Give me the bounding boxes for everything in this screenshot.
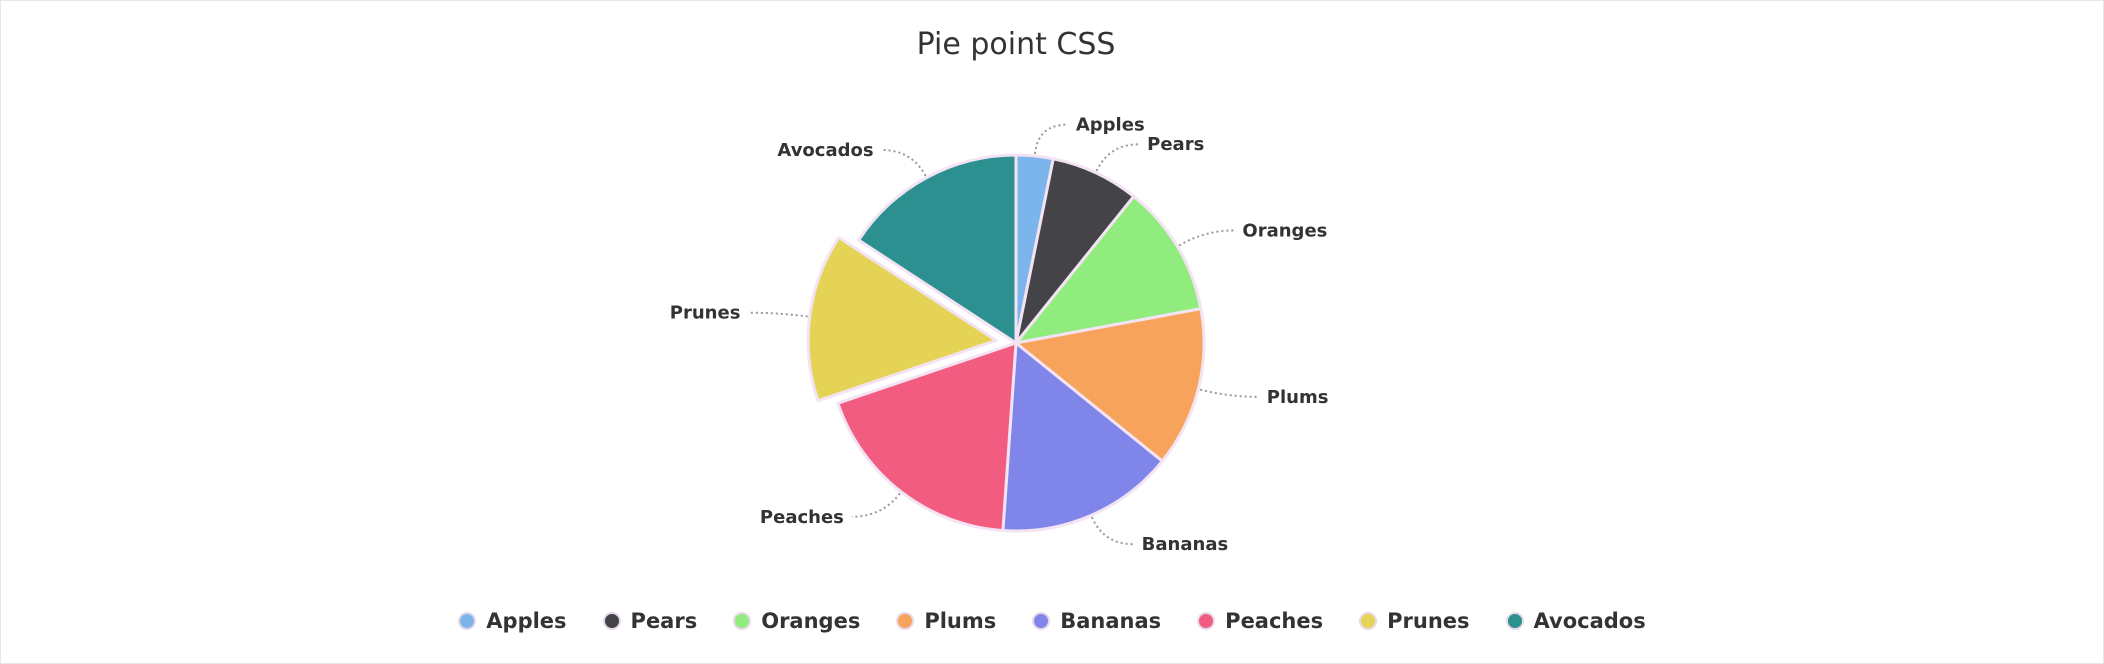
legend-symbol-icon — [896, 612, 915, 630]
pie-slice-bananas[interactable] — [1001, 341, 1164, 533]
legend-symbol-icon — [1359, 612, 1378, 630]
legend-label: Bananas — [1060, 609, 1162, 633]
connector-oranges — [1178, 229, 1235, 247]
legend-label: Avocados — [1533, 609, 1646, 633]
legend-item-pears[interactable]: Pears — [602, 609, 698, 633]
legend-symbol-icon — [1032, 612, 1051, 630]
connector-pears — [1095, 143, 1140, 172]
legend-item-oranges[interactable]: Oranges — [733, 609, 860, 633]
data-label-bananas: Bananas — [1142, 534, 1229, 555]
legend-label: Apples — [486, 609, 567, 633]
legend-item-peaches[interactable]: Peaches — [1197, 609, 1323, 633]
legend-label: Oranges — [761, 609, 861, 633]
connector-prunes — [748, 311, 808, 318]
data-label-oranges: Oranges — [1242, 220, 1327, 241]
legend-symbol-icon — [1505, 612, 1524, 630]
legend-item-apples[interactable]: Apples — [458, 609, 567, 633]
legend-item-plums[interactable]: Plums — [896, 609, 996, 633]
chart-title: Pie point CSS — [917, 27, 1116, 62]
legend-label: Peaches — [1225, 609, 1324, 633]
legend-label: Prunes — [1387, 609, 1470, 633]
legend-label: Pears — [630, 609, 698, 633]
legend-item-bananas[interactable]: Bananas — [1032, 609, 1161, 633]
pie-slice-prunes[interactable] — [806, 236, 998, 403]
legend-label: Plums — [924, 609, 997, 633]
data-label-avocados: Avocados — [777, 140, 873, 161]
data-label-plums: Plums — [1267, 387, 1329, 408]
data-label-connectors — [748, 123, 1259, 546]
connector-bananas — [1090, 516, 1134, 546]
data-label-prunes: Prunes — [670, 303, 741, 324]
pie-slice-peaches[interactable] — [836, 341, 1018, 533]
legend-symbol-icon — [458, 612, 477, 630]
connector-peaches — [851, 492, 901, 518]
connector-plums — [1199, 388, 1259, 398]
connector-avocados — [881, 148, 927, 177]
legend-symbol-icon — [602, 612, 621, 630]
data-label-peaches: Peaches — [760, 507, 844, 528]
legend-item-prunes[interactable]: Prunes — [1359, 609, 1470, 633]
legend: Apples Pears Oranges Plums Bananas Peaches Pru… — [0, 603, 2104, 639]
connector-apples — [1033, 123, 1068, 155]
data-label-pears: Pears — [1147, 134, 1204, 155]
pie-slice-oranges[interactable] — [1014, 194, 1203, 345]
legend-symbol-icon — [733, 612, 752, 630]
legend-item-avocados[interactable]: Avocados — [1505, 609, 1646, 633]
pie-slice-plums[interactable] — [1014, 307, 1206, 463]
legend-symbol-icon — [1197, 612, 1216, 630]
data-label-apples: Apples — [1076, 115, 1145, 136]
pie-slices — [806, 153, 1206, 533]
pie-slice-avocados[interactable] — [857, 153, 1018, 345]
